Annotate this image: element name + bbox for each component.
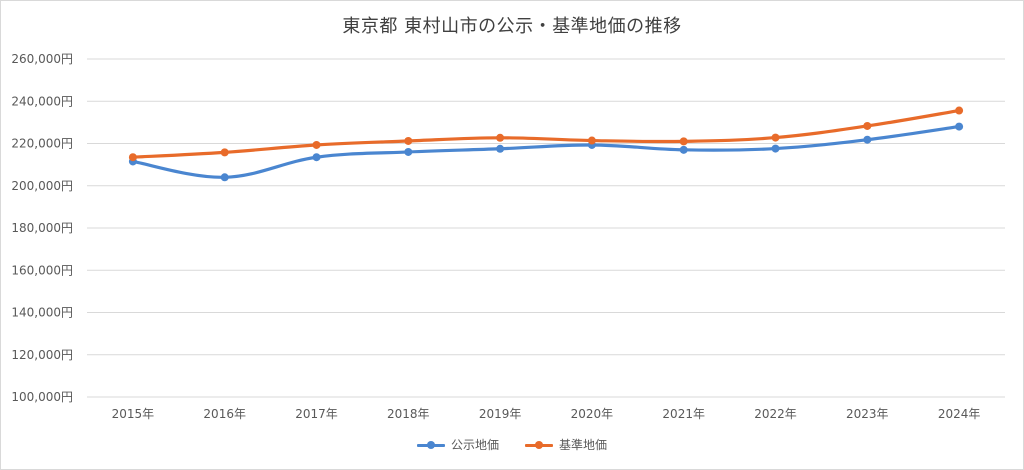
data-point bbox=[496, 144, 505, 153]
data-point bbox=[771, 144, 780, 153]
x-tick-label: 2021年 bbox=[662, 407, 705, 421]
data-point bbox=[955, 122, 964, 131]
x-tick-label: 2022年 bbox=[754, 407, 797, 421]
x-tick-label: 2023年 bbox=[846, 407, 889, 421]
data-point bbox=[312, 140, 321, 149]
data-point bbox=[220, 173, 229, 182]
data-point bbox=[128, 153, 137, 162]
x-tick-label: 2017年 bbox=[295, 407, 338, 421]
data-point bbox=[587, 136, 596, 145]
y-tick-label: 140,000円 bbox=[11, 306, 73, 320]
x-tick-label: 2015年 bbox=[112, 407, 155, 421]
legend-label: 公示地価 bbox=[450, 438, 499, 452]
y-axis-tick-labels: 100,000円 120,000円 140,000円 160,000円 180,000円… bbox=[11, 52, 73, 404]
y-tick-label: 100,000円 bbox=[11, 390, 73, 404]
data-point bbox=[404, 147, 413, 156]
data-point bbox=[955, 106, 964, 115]
y-tick-label: 180,000円 bbox=[11, 221, 73, 235]
legend-marker-icon bbox=[525, 439, 553, 451]
y-tick-label: 200,000円 bbox=[11, 179, 73, 193]
data-point bbox=[863, 121, 872, 130]
data-point bbox=[220, 148, 229, 157]
y-tick-label: 160,000円 bbox=[11, 263, 73, 277]
gridlines bbox=[87, 58, 1005, 398]
legend: 公示地価 基準地価 bbox=[0, 436, 1024, 453]
x-axis-tick-labels: 2015年 2016年 2017年 2018年 2019年 2020年 2021年 2022年… bbox=[112, 407, 981, 421]
series-line-1 bbox=[131, 108, 961, 159]
x-tick-label: 2024年 bbox=[938, 407, 981, 421]
y-tick-label: 240,000円 bbox=[11, 94, 73, 108]
legend-item-kijun: 基準地価 bbox=[525, 436, 607, 453]
data-point bbox=[312, 153, 321, 162]
x-tick-label: 2016年 bbox=[203, 407, 246, 421]
legend-item-koji: 公示地価 bbox=[416, 436, 499, 453]
data-point bbox=[863, 135, 872, 144]
series-line-0 bbox=[131, 125, 961, 179]
x-tick-label: 2018年 bbox=[387, 407, 430, 421]
y-tick-label: 120,000円 bbox=[11, 348, 73, 362]
series-lines bbox=[131, 108, 961, 179]
x-tick-label: 2020年 bbox=[571, 407, 614, 421]
legend-marker-icon bbox=[416, 439, 445, 451]
data-point bbox=[404, 136, 413, 145]
data-point bbox=[679, 137, 688, 146]
series-points bbox=[128, 106, 964, 182]
chart-title: 東京都 東村山市の公示・基準地価の推移 bbox=[342, 16, 682, 37]
data-point bbox=[771, 133, 780, 142]
data-point bbox=[679, 145, 688, 154]
y-tick-label: 260,000円 bbox=[11, 52, 73, 66]
legend-label: 基準地価 bbox=[559, 438, 608, 452]
data-point bbox=[496, 133, 505, 142]
x-tick-label: 2019年 bbox=[479, 407, 522, 421]
y-tick-label: 220,000円 bbox=[11, 137, 73, 151]
